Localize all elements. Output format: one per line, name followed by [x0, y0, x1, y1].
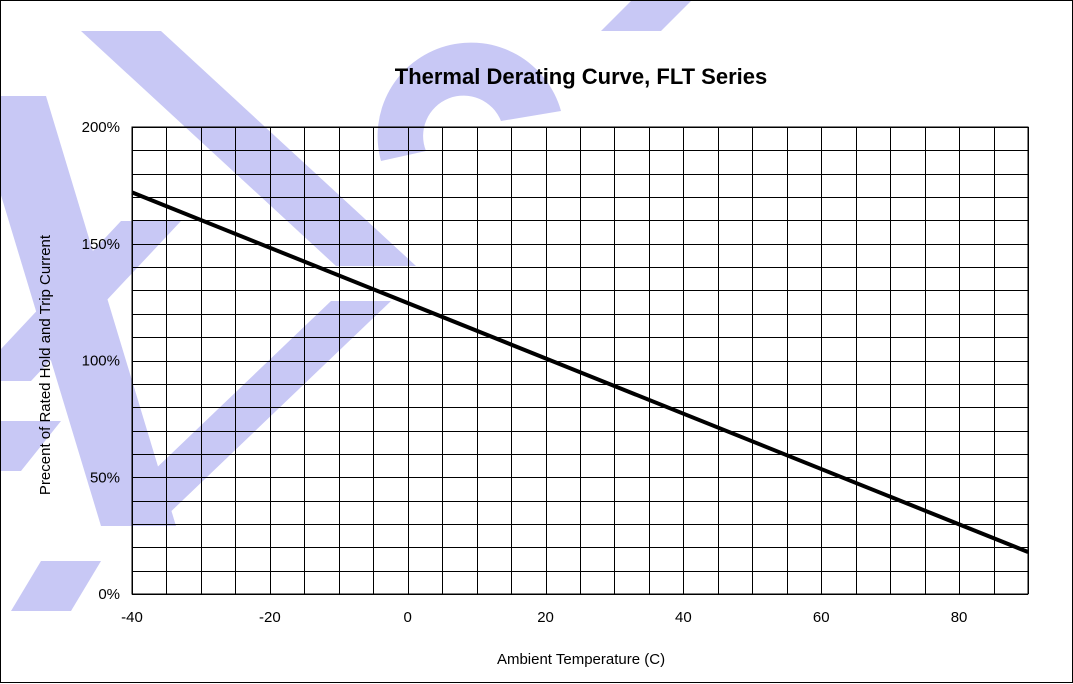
x-axis-ticks: -40 -20 0 20 40 60 80 [121, 609, 967, 626]
watermark-stroke-5 [1, 421, 61, 471]
chart-series [131, 190, 1029, 554]
x-tick-label: 80 [951, 609, 968, 626]
x-tick-label: -40 [121, 609, 143, 626]
x-tick-label: 60 [813, 609, 830, 626]
x-tick-label: 20 [537, 609, 554, 626]
y-tick-label: 50% [90, 469, 120, 486]
chart-title: Thermal Derating Curve, FLT Series [395, 64, 767, 89]
y-tick-label: 0% [98, 586, 120, 603]
watermark-arc [377, 42, 561, 161]
watermark-logo [1, 1, 691, 611]
y-tick-label: 150% [82, 236, 120, 253]
y-tick-label: 100% [82, 353, 120, 370]
watermark-stroke-7 [601, 1, 691, 31]
watermark-stroke-4 [1, 221, 181, 381]
y-tick-label: 200% [82, 119, 120, 136]
watermark-stroke-3 [101, 301, 391, 521]
x-tick-label: 0 [404, 609, 412, 626]
x-axis-label: Ambient Temperature (C) [497, 651, 665, 668]
series-line-0 [131, 190, 1029, 554]
y-axis-label: Precent of Rated Hold and Trip Current [37, 234, 54, 495]
x-tick-label: 40 [675, 609, 692, 626]
watermark-stroke-6 [11, 561, 101, 611]
watermark-stroke-2 [81, 31, 416, 266]
y-axis-ticks: 0% 50% 100% 150% 200% [82, 119, 120, 603]
x-tick-label: -20 [259, 609, 281, 626]
chart-grid [131, 126, 1029, 595]
